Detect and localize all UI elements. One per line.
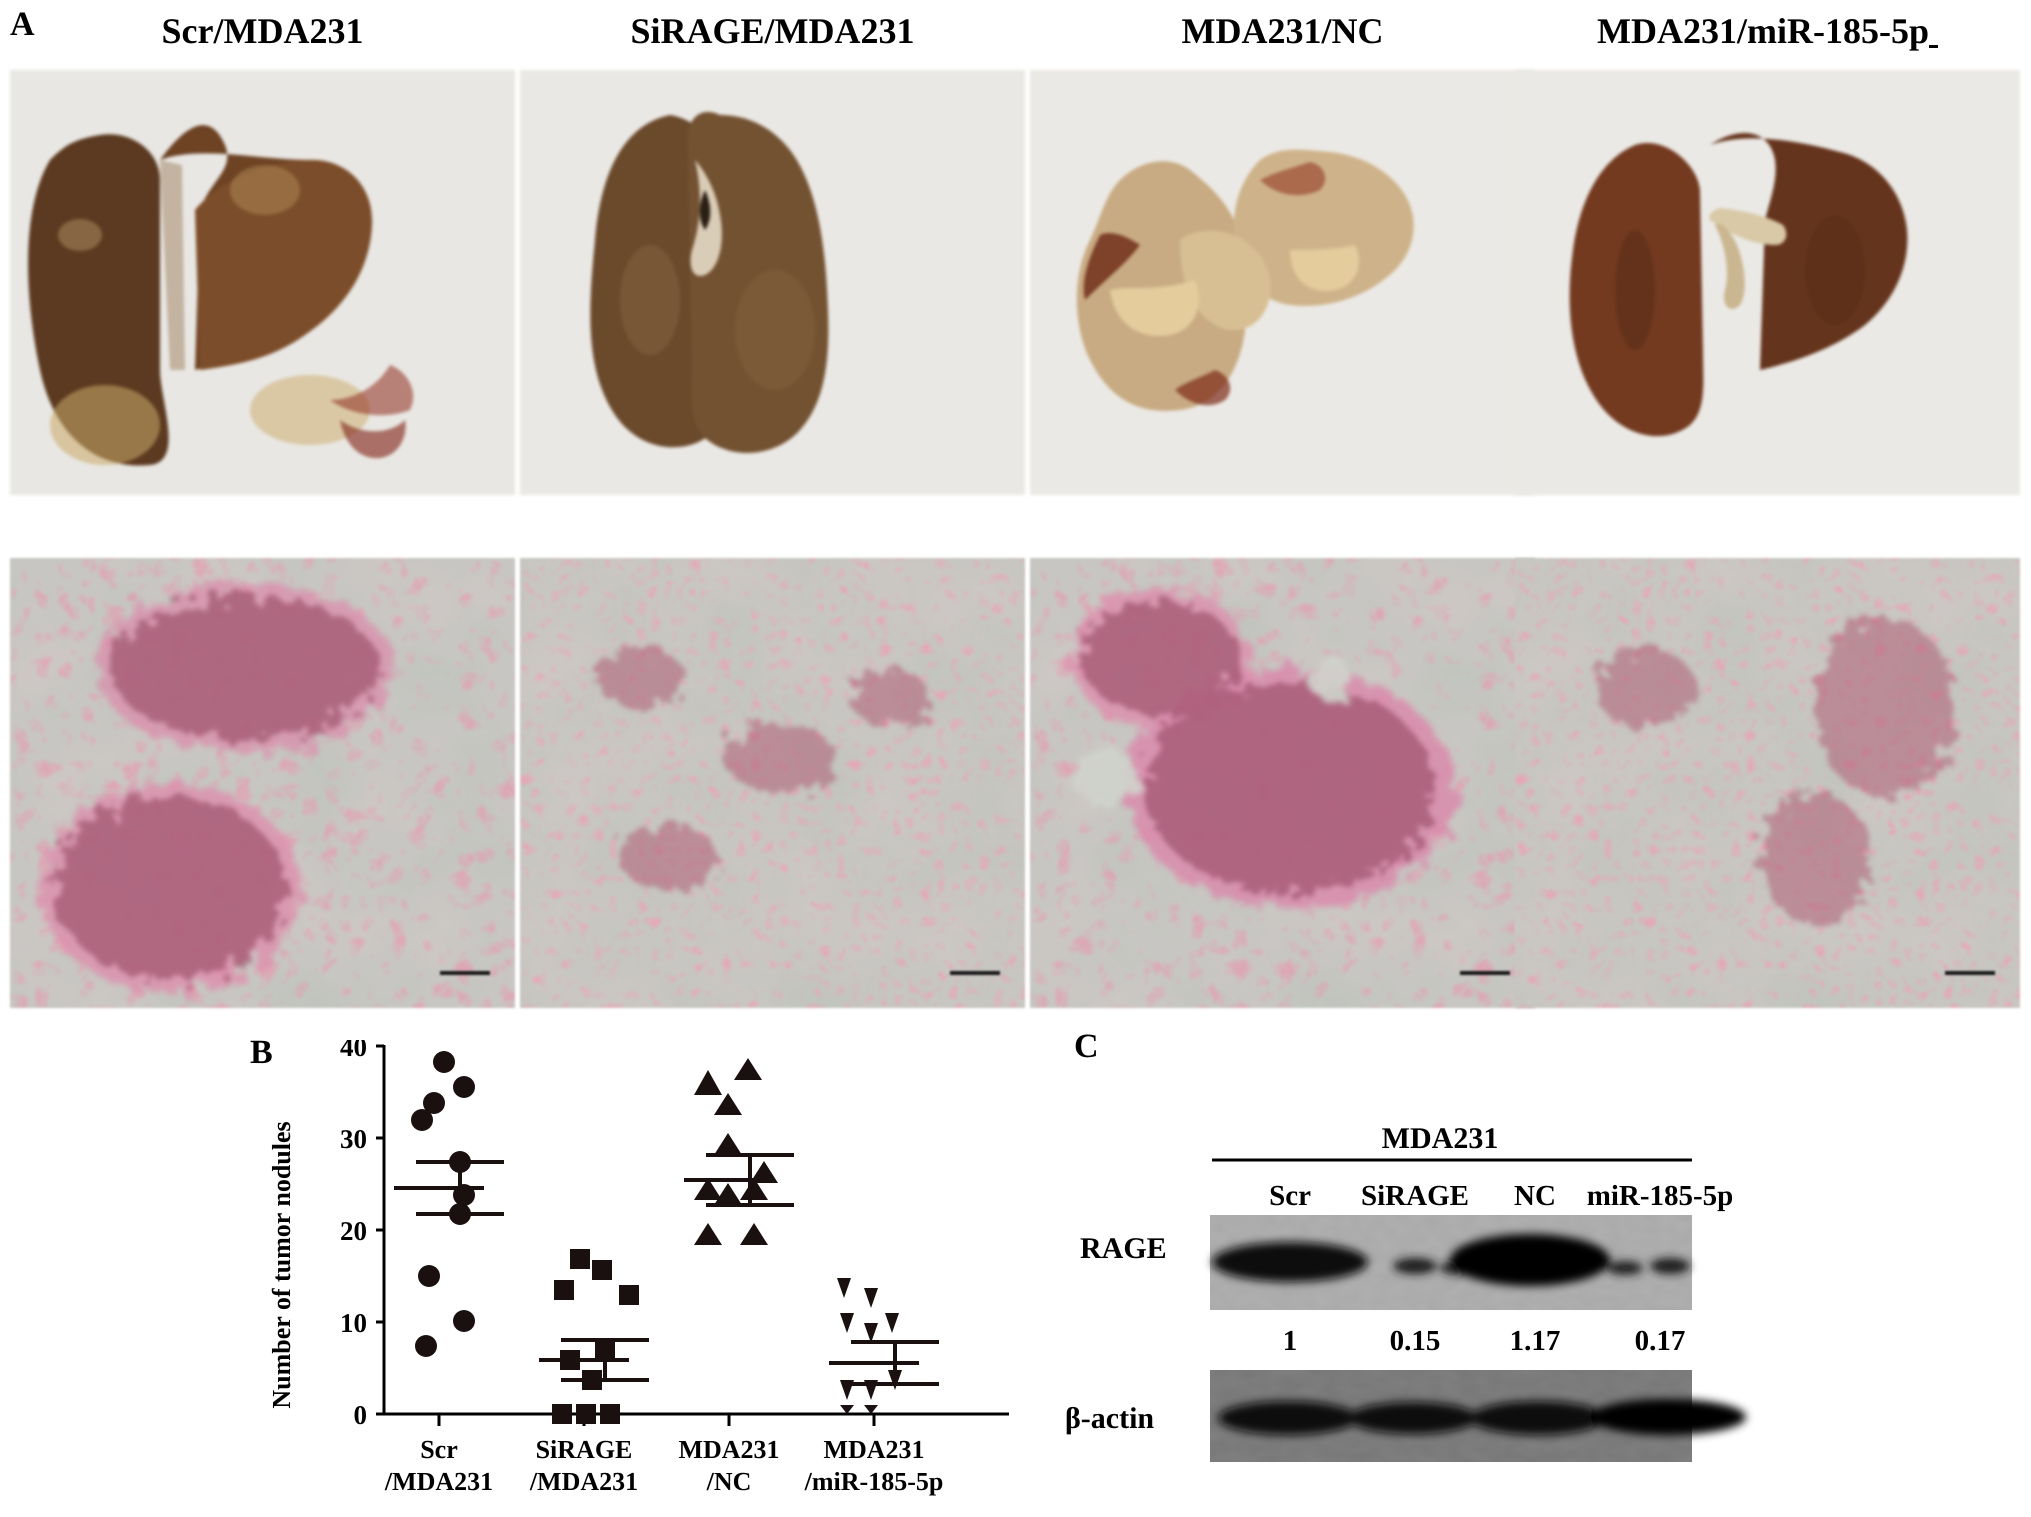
svg-text:/miR-185-5p: /miR-185-5p — [804, 1467, 944, 1496]
svg-text:RAGE: RAGE — [1080, 1232, 1167, 1265]
svg-text:0.17: 0.17 — [1635, 1325, 1686, 1357]
svg-text:miR-185-5p: miR-185-5p — [1587, 1180, 1734, 1212]
svg-text:SiRAGE: SiRAGE — [536, 1435, 633, 1464]
svg-text:SiRAGE: SiRAGE — [1361, 1180, 1469, 1212]
svg-text:/MDA231: /MDA231 — [384, 1467, 493, 1496]
svg-text:20: 20 — [340, 1216, 367, 1246]
svg-text:Number of tumor nodules: Number of tumor nodules — [270, 1121, 296, 1408]
svg-text:30: 30 — [340, 1124, 367, 1154]
svg-text:0.15: 0.15 — [1390, 1325, 1441, 1357]
svg-text:1: 1 — [1283, 1325, 1298, 1357]
svg-text:NC: NC — [1514, 1180, 1556, 1212]
svg-text:0: 0 — [354, 1400, 368, 1430]
svg-text:MDA231: MDA231 — [1382, 1122, 1499, 1155]
svg-text:Scr: Scr — [1269, 1180, 1311, 1212]
svg-text:40: 40 — [340, 1040, 367, 1062]
svg-text:10: 10 — [340, 1308, 367, 1338]
svg-text:1.17: 1.17 — [1510, 1325, 1561, 1357]
svg-text:/NC: /NC — [706, 1467, 752, 1496]
svg-text:/MDA231: /MDA231 — [529, 1467, 638, 1496]
svg-text:β-actin: β-actin — [1065, 1402, 1154, 1435]
svg-text:MDA231: MDA231 — [678, 1435, 779, 1464]
svg-text:MDA231: MDA231 — [823, 1435, 924, 1464]
svg-text:Scr: Scr — [420, 1435, 458, 1464]
